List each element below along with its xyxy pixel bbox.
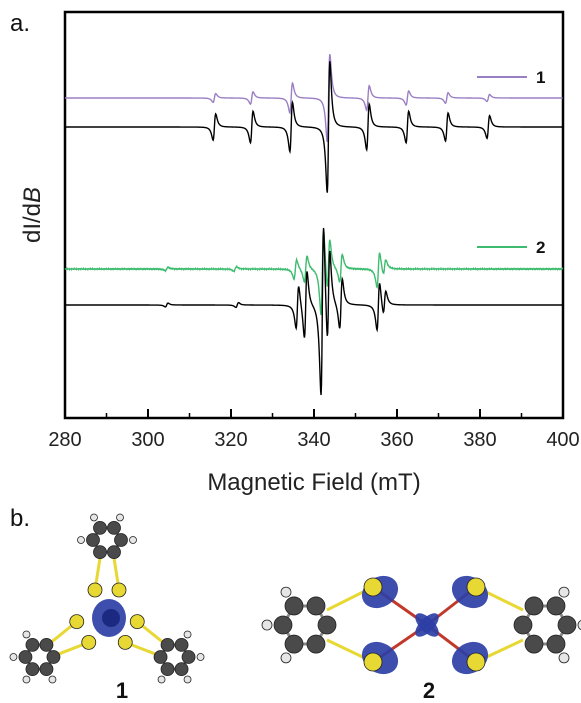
series-layer <box>64 54 564 396</box>
carbon-atom <box>546 634 566 654</box>
hydrogen-atom <box>22 630 31 639</box>
carbon-atom <box>174 637 189 652</box>
carbon-atom <box>181 650 196 664</box>
molecule-1-structure <box>9 513 205 684</box>
sulfur-atom <box>129 614 145 630</box>
hydrogen-atom <box>22 675 31 684</box>
hydrogen-atom <box>280 652 292 664</box>
molecule-2-label: 2 <box>423 678 435 703</box>
carbon-atom <box>160 637 175 652</box>
x-tick-label: 380 <box>463 429 496 451</box>
epr-chart: 280 300 320 340 360 380 400 Magnetic Field (mT… <box>19 10 580 496</box>
carbon-atom <box>93 545 107 560</box>
carbon-atom <box>306 634 326 654</box>
carbon-atom <box>273 615 293 635</box>
sulfur-atom <box>363 577 383 597</box>
series-line-sim-3 <box>65 227 563 396</box>
carbon-atom <box>284 634 304 654</box>
y-axis-title: dI/dB <box>19 187 46 243</box>
carbon-atom <box>524 634 544 654</box>
panel-label-a: a. <box>10 10 31 37</box>
carbon-atom <box>174 662 189 677</box>
sulfur-atom <box>363 652 383 672</box>
hydrogen-atom <box>157 675 166 684</box>
hydrogen-atom <box>129 536 137 544</box>
hydrogen-atom <box>558 586 570 598</box>
carbon-atom <box>93 520 107 535</box>
series-line-exp-1 <box>65 54 563 142</box>
carbon-atom <box>46 650 61 664</box>
carbon-atom <box>86 533 100 547</box>
carbon-atom <box>557 615 577 635</box>
hydrogen-atom <box>90 513 98 522</box>
carbon-atom <box>160 662 175 677</box>
carbon-atom <box>284 596 304 616</box>
hydrogen-atom <box>183 675 192 684</box>
legend: 12 <box>477 68 545 257</box>
hydrogen-atom <box>183 630 192 639</box>
sulfur-atom <box>466 652 486 672</box>
x-tick-label: 400 <box>546 429 579 451</box>
carbon-atom <box>107 545 121 560</box>
carbon-atom <box>306 596 326 616</box>
carbon-atom <box>18 650 33 664</box>
carbon-atom <box>25 662 40 677</box>
legend-label-1: 1 <box>536 68 545 87</box>
carbon-atom <box>317 615 337 635</box>
carbon-atom <box>39 637 54 652</box>
sulfur-atom <box>466 577 486 597</box>
hydrogen-atom <box>77 536 85 544</box>
series-line-exp-2 <box>64 230 564 316</box>
carbon-atom <box>513 615 533 635</box>
legend-label-2: 2 <box>536 238 545 257</box>
plot-frame <box>63 10 565 420</box>
molecule-2-structure <box>261 575 581 675</box>
panel-label-b: b. <box>10 505 31 532</box>
y-axis-title-prefix: dI/d <box>19 203 46 243</box>
hydrogen-atom <box>116 513 124 522</box>
hydrogen-atom <box>577 619 581 631</box>
x-tick-label: 280 <box>48 429 81 451</box>
x-axis-title: Magnetic Field (mT) <box>207 469 420 496</box>
hydrogen-atom <box>48 675 57 684</box>
x-axis: 280 300 320 340 360 380 400 <box>48 409 580 451</box>
sulfur-atom <box>117 634 133 650</box>
sulfur-atom <box>69 614 85 630</box>
molecule-1-label: 1 <box>116 678 128 703</box>
spin-density-lobe <box>415 613 439 637</box>
carbon-atom <box>39 662 54 677</box>
x-tick-label: 300 <box>131 429 164 451</box>
carbon-atom <box>25 637 40 652</box>
series-line-sim-1 <box>65 61 563 193</box>
carbon-atom <box>107 520 121 535</box>
sulfur-atom <box>81 634 97 650</box>
x-tick-label: 340 <box>297 429 330 451</box>
hydrogen-atom <box>9 653 18 661</box>
carbon-atom <box>524 596 544 616</box>
x-tick-label: 320 <box>214 429 247 451</box>
sulfur-atom <box>111 582 127 598</box>
hydrogen-atom <box>261 619 273 631</box>
metal-center <box>102 609 120 627</box>
sulfur-atom <box>87 582 103 598</box>
y-axis-title-italic: B <box>19 187 46 203</box>
carbon-atom <box>153 650 168 664</box>
hydrogen-atom <box>196 653 205 661</box>
carbon-atom <box>114 533 128 547</box>
hydrogen-atom <box>558 652 570 664</box>
carbon-atom <box>546 596 566 616</box>
x-tick-label: 360 <box>380 429 413 451</box>
hydrogen-atom <box>280 586 292 598</box>
